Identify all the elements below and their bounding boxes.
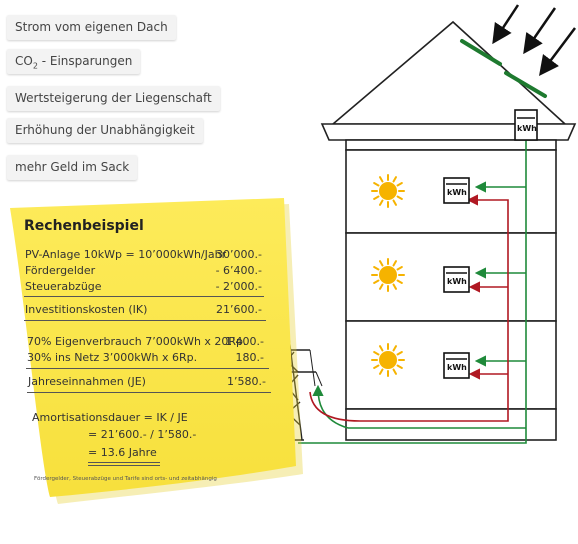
sticky-note xyxy=(10,198,303,504)
pylon-wire xyxy=(315,371,323,387)
sun-disc xyxy=(379,351,397,369)
row-label: 30% ins Netz 3’000kWh x 6Rp. xyxy=(27,351,198,364)
sun-ray xyxy=(392,283,397,290)
meter-top xyxy=(443,177,470,204)
result-underline xyxy=(88,462,160,463)
row-label: PV-Anlage 10kWp = 10’000kWh/Jahr xyxy=(25,248,227,261)
note-divider xyxy=(24,320,266,321)
row-value: - 2’000.- xyxy=(215,280,262,293)
sun-ray xyxy=(396,364,403,369)
solar-panel xyxy=(504,71,547,98)
calc-line: = 21’600.- / 1’580.- xyxy=(88,428,197,441)
sun-disc xyxy=(379,182,397,200)
co2-sub: 2 xyxy=(32,61,38,71)
sun-ray xyxy=(379,260,384,267)
calc-line: Amortisationsdauer = IK / JE xyxy=(32,411,188,424)
result-underline xyxy=(88,465,160,466)
row-value: 180.- xyxy=(235,351,264,364)
row-label: Fördergelder xyxy=(25,264,96,277)
sun-icon xyxy=(371,174,405,377)
sun-ray xyxy=(373,182,380,187)
row-value: 1’580.- xyxy=(227,375,266,388)
red-main-line xyxy=(309,194,509,422)
row-label: Jahreseinnahmen (JE) xyxy=(28,375,146,388)
sun-ray xyxy=(379,199,384,206)
sun-ray xyxy=(392,176,397,183)
row-label: Investitionskosten (IK) xyxy=(25,303,148,316)
green-wiring xyxy=(298,140,527,444)
green-main-line xyxy=(298,140,527,444)
sun-ray xyxy=(396,279,403,284)
sunlight-arrows xyxy=(492,4,576,76)
meter-label-bottom: kWh xyxy=(447,363,467,372)
sunlight-arrow xyxy=(492,4,520,45)
note-divider xyxy=(27,392,271,393)
sun-ray xyxy=(396,182,403,187)
row-value: 1’400.- xyxy=(225,335,264,348)
co2-suffix: - Einsparungen xyxy=(37,54,133,68)
sunlight-arrow xyxy=(523,7,557,55)
sun-ray xyxy=(379,283,384,290)
note-divider xyxy=(24,296,264,297)
meter-label-top: kWh xyxy=(447,188,467,197)
sun-ray xyxy=(396,266,403,271)
sun-ray xyxy=(373,364,380,369)
sun-disc xyxy=(379,266,397,284)
row-value: - 6’400.- xyxy=(215,264,262,277)
co2-prefix: CO xyxy=(15,54,33,68)
row-label: Steuerabzüge xyxy=(25,280,102,293)
note-paper xyxy=(10,198,296,497)
solar-panel xyxy=(460,39,502,66)
sun-ray xyxy=(373,195,380,200)
sun-ray xyxy=(373,351,380,356)
meter-label-middle: kWh xyxy=(447,277,467,286)
sun-ray xyxy=(379,345,384,352)
meter-middle xyxy=(443,266,470,293)
note-divider xyxy=(26,368,269,369)
sun-ray xyxy=(392,345,397,352)
row-value: 30’000.- xyxy=(216,248,262,261)
roof xyxy=(330,20,568,125)
note-title: Rechenbeispiel xyxy=(24,218,144,234)
meter-label-attic: kWh xyxy=(517,124,537,133)
sun-ray xyxy=(392,260,397,267)
red-wiring xyxy=(309,194,509,422)
sun-ray xyxy=(392,368,397,375)
benefit-independence: Erhöhung der Unabhängigkeit xyxy=(7,118,203,143)
benefit-own-power: Strom vom eigenen Dach xyxy=(7,15,176,40)
sun-ray xyxy=(396,195,403,200)
sunlight-arrow xyxy=(539,27,576,76)
meter-bottom xyxy=(443,352,470,379)
sun-ray xyxy=(379,368,384,375)
row-value: 21’600.- xyxy=(216,303,262,316)
note-footnote: Fördergelder, Steuerabzüge und Tarife si… xyxy=(34,476,217,482)
sun-icon xyxy=(371,174,405,208)
eave xyxy=(320,123,577,141)
row-label: 70% Eigenverbrauch 7’000kWh x 20Rp. xyxy=(27,335,247,348)
benefit-co2: CO2 - Einsparungen xyxy=(7,49,141,74)
solar-panels xyxy=(460,39,547,98)
sun-icon xyxy=(371,343,405,377)
sun-ray xyxy=(373,266,380,271)
sun-icon xyxy=(371,258,405,292)
pylon-wire xyxy=(309,349,316,387)
benefit-more-money: mehr Geld im Sack xyxy=(7,155,138,180)
basement xyxy=(345,408,557,441)
meters xyxy=(443,109,538,379)
attic-wall xyxy=(345,139,557,151)
sun-ray xyxy=(379,176,384,183)
sun-ray xyxy=(392,199,397,206)
calc-result: = 13.6 Jahre xyxy=(88,446,157,459)
benefit-value-increase: Wertsteigerung der Liegenschaft xyxy=(7,86,220,111)
sun-ray xyxy=(396,351,403,356)
green-to-grid xyxy=(312,384,349,429)
sun-ray xyxy=(373,279,380,284)
